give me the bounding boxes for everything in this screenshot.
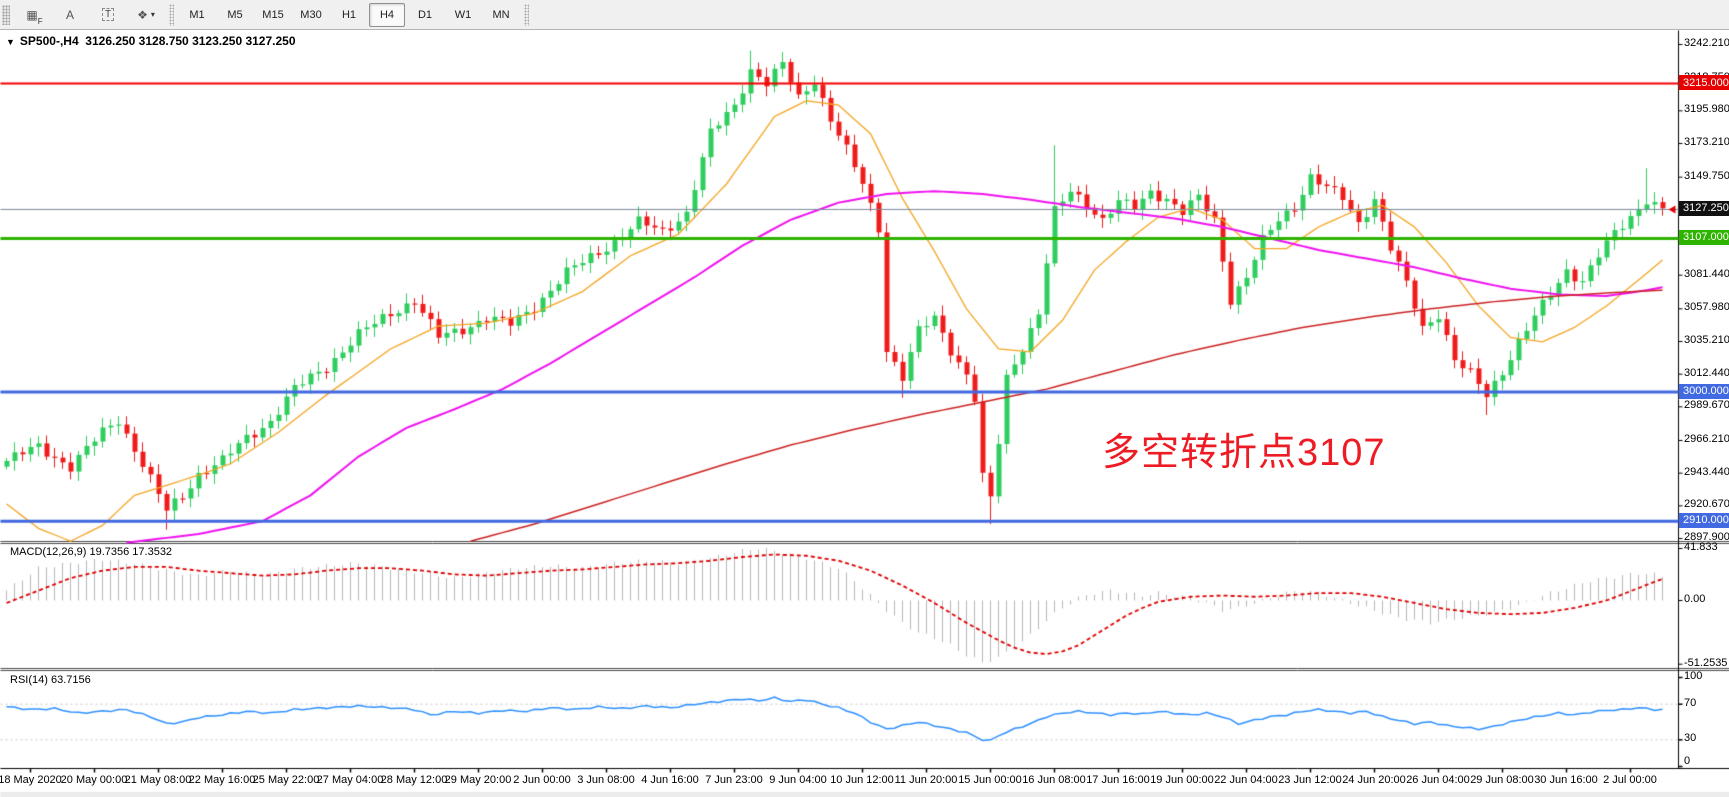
timeframe-button-d1[interactable]: D1	[417, 8, 433, 21]
expert-grid-icon[interactable]: ▦ F	[26, 7, 43, 26]
drawing-tools-group: ▦ F A T ❖ ▾	[13, 3, 165, 27]
timeframe-button-m15[interactable]: M15	[262, 8, 284, 21]
toolbar: ▦ F A T ❖ ▾ M1 M5 M15 M30 H1 H4 D1 W1 MN	[0, 0, 1729, 30]
toolbar-separator	[169, 3, 174, 26]
text-label-icon[interactable]: A	[65, 7, 74, 22]
dropdown-caret-icon: ▾	[150, 10, 155, 19]
arrow-style-icon[interactable]: ❖ ▾	[137, 7, 155, 22]
timeframe-button-mn[interactable]: MN	[492, 8, 510, 21]
timeframe-button-m5[interactable]: M5	[227, 8, 243, 21]
timeframe-group: M1 M5 M15 M30 H1 H4 D1 W1 MN	[178, 2, 520, 27]
timeframe-button-h4[interactable]: H4	[369, 2, 405, 27]
timeframe-button-w1[interactable]: W1	[454, 8, 472, 21]
timeframe-button-h1[interactable]: H1	[341, 8, 357, 21]
text-box-icon[interactable]: T	[90, 3, 126, 27]
timeframe-button-m1[interactable]: M1	[189, 8, 205, 21]
toolbar-separator-2	[524, 3, 529, 26]
timeframe-button-m30[interactable]: M30	[300, 8, 322, 21]
toolbar-grip[interactable]	[2, 4, 10, 25]
price-chart-canvas[interactable]	[0, 30, 1729, 797]
chart-window: ▼ SP500-,H4 3126.250 3128.750 3123.250 31…	[0, 30, 1729, 797]
